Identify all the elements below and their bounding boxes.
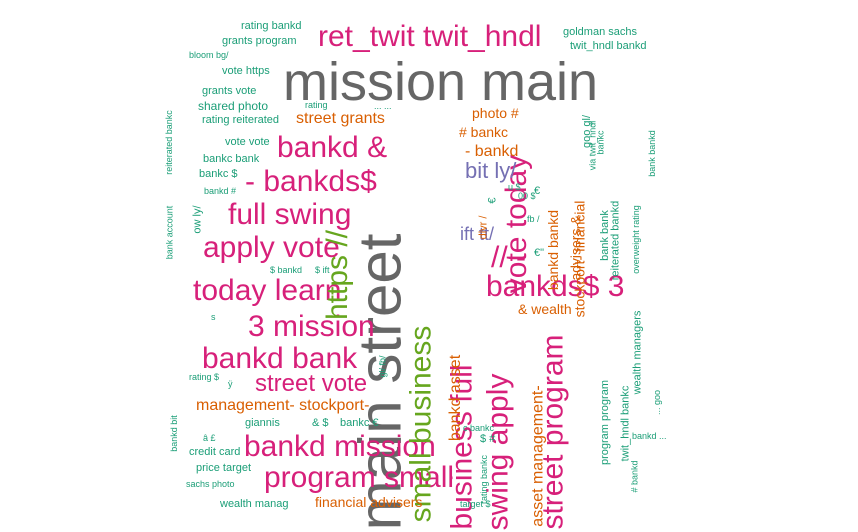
word-vote-https: vote https xyxy=(222,65,270,77)
word-today-learn: today learn xyxy=(193,274,342,307)
word-bankc: bankc $ xyxy=(199,168,238,180)
word-bankc: bankc € xyxy=(340,417,379,429)
word-rating: rating xyxy=(305,100,328,110)
word-symbol: â £ xyxy=(203,433,216,443)
word-bankc-bank: bankc bank xyxy=(203,153,260,165)
word-bankd-bit: bankd bit xyxy=(168,415,179,452)
word-symbol: ... ... xyxy=(374,101,392,111)
word-vote-vote: vote vote xyxy=(225,136,270,148)
word-bankd: # bankd xyxy=(629,459,640,493)
word-symbol: ÿ xyxy=(228,379,233,389)
word-bit-ly: bit ly/ xyxy=(465,158,517,183)
word-shared-photo: shared photo xyxy=(198,99,269,113)
word-apply-vote: apply vote xyxy=(203,231,340,264)
word-s: s xyxy=(211,312,216,322)
word-twit-hndl-bankd: twit_hndl bankd xyxy=(570,40,647,52)
word-ow-ly: ow ly/ xyxy=(191,204,204,234)
word-street-vote: street vote xyxy=(255,370,368,397)
word-twit-hndl-bankc: twit_hndl bankc xyxy=(618,385,631,461)
word-3-mission: 3 mission xyxy=(248,310,375,343)
word-00: 00 $ xyxy=(518,191,536,201)
word-bankd-bankd: bankd bankd xyxy=(545,209,562,291)
word-symbol: & $ xyxy=(312,417,329,429)
word-wealth-manag: wealth manag xyxy=(220,498,289,510)
word-full-swing: full swing xyxy=(228,198,352,231)
word-stockport-financial: stockport- financial xyxy=(570,200,587,317)
word-credit-card: credit card xyxy=(189,446,241,458)
word-small-business: small business xyxy=(403,325,437,522)
word-gl-fb: gl/ fb/ xyxy=(377,354,388,378)
word-u: u $ xyxy=(508,182,521,192)
word-management-stockport: management- stockport- xyxy=(196,397,370,414)
word-ret-twit-twit-hndl: ret_twit twit_hndl xyxy=(318,20,542,53)
word-symbol: $ # xyxy=(480,433,496,445)
word-bankd-asset: bankd asset xyxy=(447,354,465,442)
word-bloom-bg: bloom bg/ xyxy=(189,50,229,60)
word-bankds: - bankds$ xyxy=(245,165,377,198)
word-rating: rating $ xyxy=(189,372,220,382)
word-bankds-3: bankds$ 3 xyxy=(486,270,625,303)
word-dlvr: dlvr / xyxy=(476,215,489,239)
word-reiterated-bankc: reiterated bankc xyxy=(163,110,174,175)
word-program-small: program small xyxy=(264,461,455,494)
word-bankd-bank: bankd bank xyxy=(202,342,358,375)
word-bank-account: bank account xyxy=(163,205,174,259)
word-bank-bankd: bank bankd xyxy=(646,130,657,177)
word-symbol: €" xyxy=(534,247,545,259)
word-wealth-managers: wealth managers xyxy=(630,310,643,394)
word-asset-management: asset management- xyxy=(529,384,547,527)
word-photo: photo # xyxy=(472,105,519,121)
word-bankd: bankd # xyxy=(204,186,237,196)
word-symbol: // - xyxy=(491,241,526,274)
word-ift-tt: ift tt/ xyxy=(460,224,495,244)
word-fb: fb / xyxy=(527,214,540,224)
word-bankc: bankc xyxy=(595,129,606,155)
word-bankd: $ bankd xyxy=(270,265,303,275)
word-wealth: & wealth xyxy=(518,301,572,317)
word-bankc: # bankc xyxy=(459,124,509,140)
word-giannis: giannis xyxy=(245,417,280,429)
word-goldman-sachs: goldman sachs xyxy=(563,26,637,38)
word-rating-bankc: rating bankc xyxy=(479,454,490,505)
word-rating-reiterated: rating reiterated xyxy=(202,114,280,126)
word-mission-main: mission main xyxy=(283,52,599,112)
word-sachs-photo: sachs photo xyxy=(186,479,235,489)
word-financial-advisers: financial advisers xyxy=(315,494,423,510)
word-street-grants: street grants xyxy=(296,110,385,127)
word-c-bankc: c bankc xyxy=(463,423,495,433)
word-reiterated-bankd: reiterated bankd xyxy=(608,200,621,280)
word-target: target $ xyxy=(460,499,491,509)
word-grants-vote: grants vote xyxy=(202,85,257,97)
word-symbol: € xyxy=(534,185,541,197)
word-bankd: bankd & xyxy=(277,131,388,164)
word-symbol: € xyxy=(486,196,499,204)
word-ift: $ ift xyxy=(315,265,330,275)
word-overweight-rating: overweight rating xyxy=(630,205,641,274)
word-bankd-mission: bankd mission xyxy=(244,430,436,463)
word-program-program: program program xyxy=(598,380,611,465)
word-price-target: price target xyxy=(196,462,252,474)
word-bankd: bankd ... xyxy=(632,431,667,441)
word-grants-program: grants program xyxy=(222,35,297,47)
word-goo: ... goo xyxy=(652,389,663,416)
word-rating-bankd: rating bankd xyxy=(241,20,302,32)
word-https: https // xyxy=(321,229,355,321)
word-bankd: - bankd xyxy=(465,143,519,160)
